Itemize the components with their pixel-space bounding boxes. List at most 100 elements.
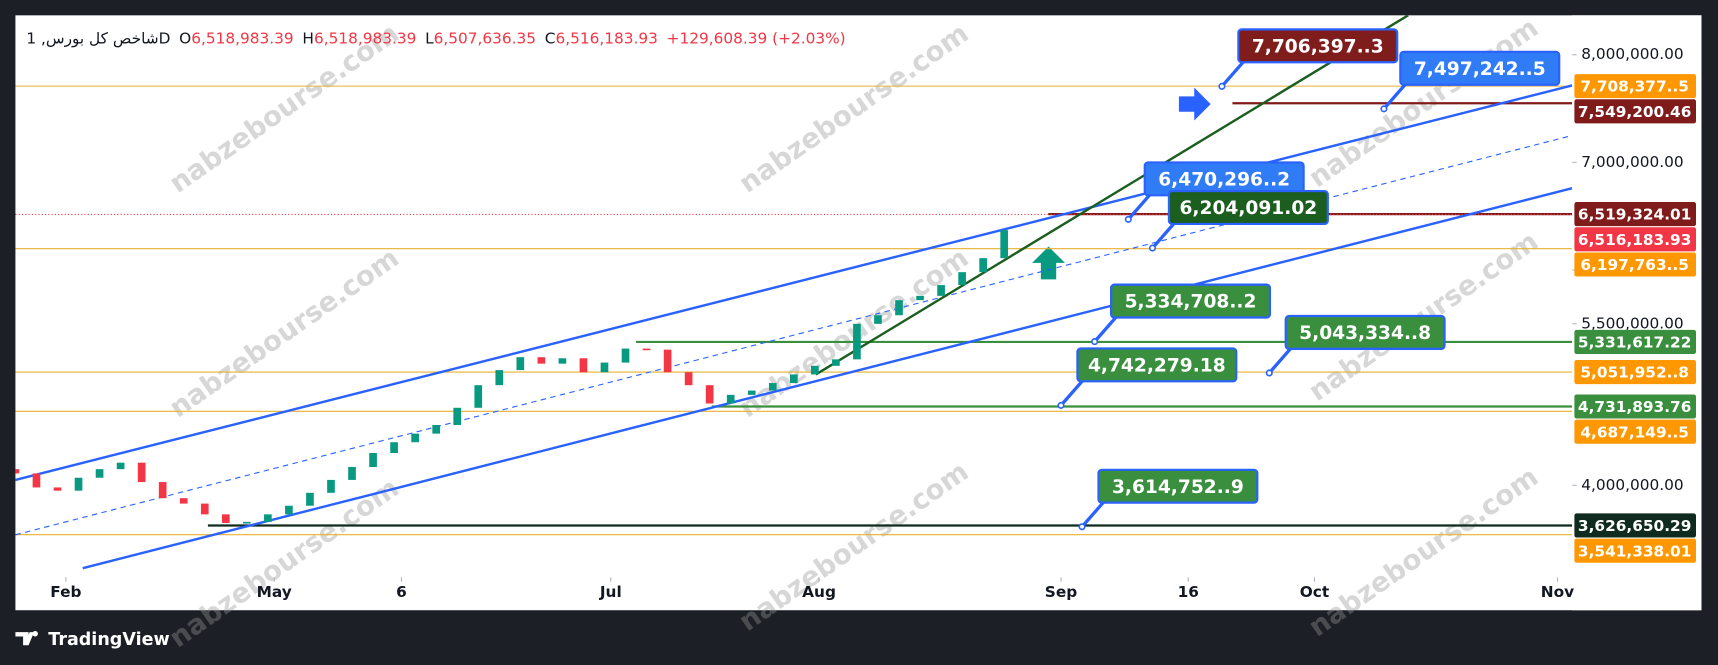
legend-value: 6,518,983.39: [191, 29, 293, 47]
candle-body: [937, 285, 945, 296]
candle-body: [811, 365, 819, 375]
candle-body: [747, 390, 756, 395]
legend-key: H: [302, 29, 314, 47]
callout-label: 4,742,279.18: [1088, 355, 1226, 376]
callout-box: [1167, 189, 1329, 226]
candle-body: [979, 258, 987, 273]
y-tick-label: 4,000,000.00: [1581, 476, 1683, 494]
y-tick-label: 5,500,000.00: [1581, 314, 1683, 332]
legend-key: L: [425, 29, 434, 47]
candle-body: [95, 469, 104, 478]
candle-body: [579, 358, 588, 373]
candle-body: [32, 473, 41, 488]
callout-box: [1109, 283, 1272, 319]
price-label: 6,519,324.01: [1578, 206, 1691, 224]
callout-pointer: [1127, 192, 1153, 221]
legend-value: 6,507,636.35: [434, 29, 536, 47]
candle-body: [74, 477, 83, 491]
callout-anchor: [1057, 401, 1065, 409]
arrow-right-icon: [1178, 87, 1211, 121]
price-label-box: [1574, 74, 1697, 99]
callout-box: [1399, 50, 1561, 86]
price-label: 6,197,763..5: [1580, 256, 1689, 274]
callout-label: 6,204,091.02: [1179, 198, 1317, 219]
price-label: 7,708,377..5: [1580, 78, 1689, 96]
candle-body: [474, 385, 483, 408]
candle-body: [495, 370, 504, 386]
legend-key: C: [545, 29, 556, 47]
candle-body: [768, 383, 777, 391]
x-tick-label: Sep: [1045, 583, 1077, 601]
candle-body: [853, 323, 861, 360]
price-label: 5,051,952..8: [1580, 364, 1689, 382]
legend: شاخص کل بورس, 1D O6,518,983.39 H6,518,983.…: [26, 29, 845, 47]
candle-body: [15, 469, 20, 474]
callout-pointer: [1151, 220, 1177, 250]
callout-box: [1237, 28, 1399, 64]
callout-pointer: [1220, 58, 1247, 88]
legend-change: +129,608.39 (+2.03%): [667, 29, 846, 47]
candle-body: [158, 482, 167, 499]
callout-box: [1284, 314, 1446, 350]
x-tick-label: 16: [1178, 583, 1199, 601]
candle-body: [264, 514, 272, 522]
callout-anchor: [1124, 215, 1132, 223]
chart-frame: [15, 15, 1702, 611]
x-tick-label: May: [257, 583, 292, 601]
price-label-box: [1574, 227, 1697, 252]
price-label-box: [1574, 329, 1697, 355]
candle-body: [243, 521, 251, 524]
candle-body: [116, 462, 125, 470]
callout-box: [1076, 347, 1238, 383]
price-label-box: [1574, 202, 1697, 227]
price-label-box: [1574, 394, 1697, 419]
x-tick-label: Feb: [50, 583, 81, 601]
price-label: 4,731,893.76: [1578, 398, 1691, 416]
trend-line: [82, 187, 1573, 570]
candle-body: [453, 407, 462, 426]
trend-line: [815, 15, 1409, 376]
callout-pointer: [1059, 378, 1086, 407]
candle-body: [600, 362, 609, 373]
candle-body: [200, 503, 209, 515]
candle-body: [306, 492, 314, 506]
price-label-box: [1574, 419, 1697, 444]
callout-anchor: [1078, 523, 1086, 531]
plot-area: [15, 15, 1573, 570]
price-label: 3,626,650.29: [1578, 517, 1691, 535]
candle-body: [874, 315, 882, 324]
price-label: 3,541,338.01: [1578, 542, 1691, 560]
callout-pointer: [1382, 81, 1409, 110]
brand-name: TradingView: [48, 630, 169, 650]
candle-body: [369, 452, 377, 467]
candle-body: [516, 357, 525, 371]
candle-body: [621, 348, 630, 363]
price-label: 5,331,617.22: [1578, 334, 1691, 352]
price-label-box: [1574, 513, 1697, 538]
candle-body: [390, 442, 398, 453]
callout-label: 7,497,242..5: [1414, 59, 1546, 80]
callout-box: [1097, 468, 1259, 504]
callout-anchor: [1148, 244, 1157, 252]
candle-body: [895, 300, 903, 316]
candle-body: [53, 487, 62, 491]
candle-body: [958, 272, 966, 286]
arrow-up-icon: [1032, 246, 1065, 280]
callout-pointer: [1080, 499, 1107, 528]
legend-value: 6,518,983.39: [314, 29, 416, 47]
callout-anchor: [1380, 105, 1388, 113]
candle-body: [832, 359, 840, 366]
callout-anchor: [1091, 338, 1099, 346]
callout-anchor: [1265, 369, 1273, 377]
trend-line: [15, 84, 1573, 482]
price-label: 7,549,200.46: [1578, 103, 1691, 121]
candle-body: [137, 462, 146, 483]
trend-line: [15, 134, 1573, 536]
x-tick-label: 6: [396, 583, 407, 601]
price-axis: 8,000,000.007,000,000.006,000,000.005,50…: [50, 15, 1702, 611]
callout-label: 7,706,397..3: [1252, 36, 1384, 57]
legend-value: 6,516,183.93: [556, 29, 658, 47]
price-label-box: [1574, 99, 1697, 124]
